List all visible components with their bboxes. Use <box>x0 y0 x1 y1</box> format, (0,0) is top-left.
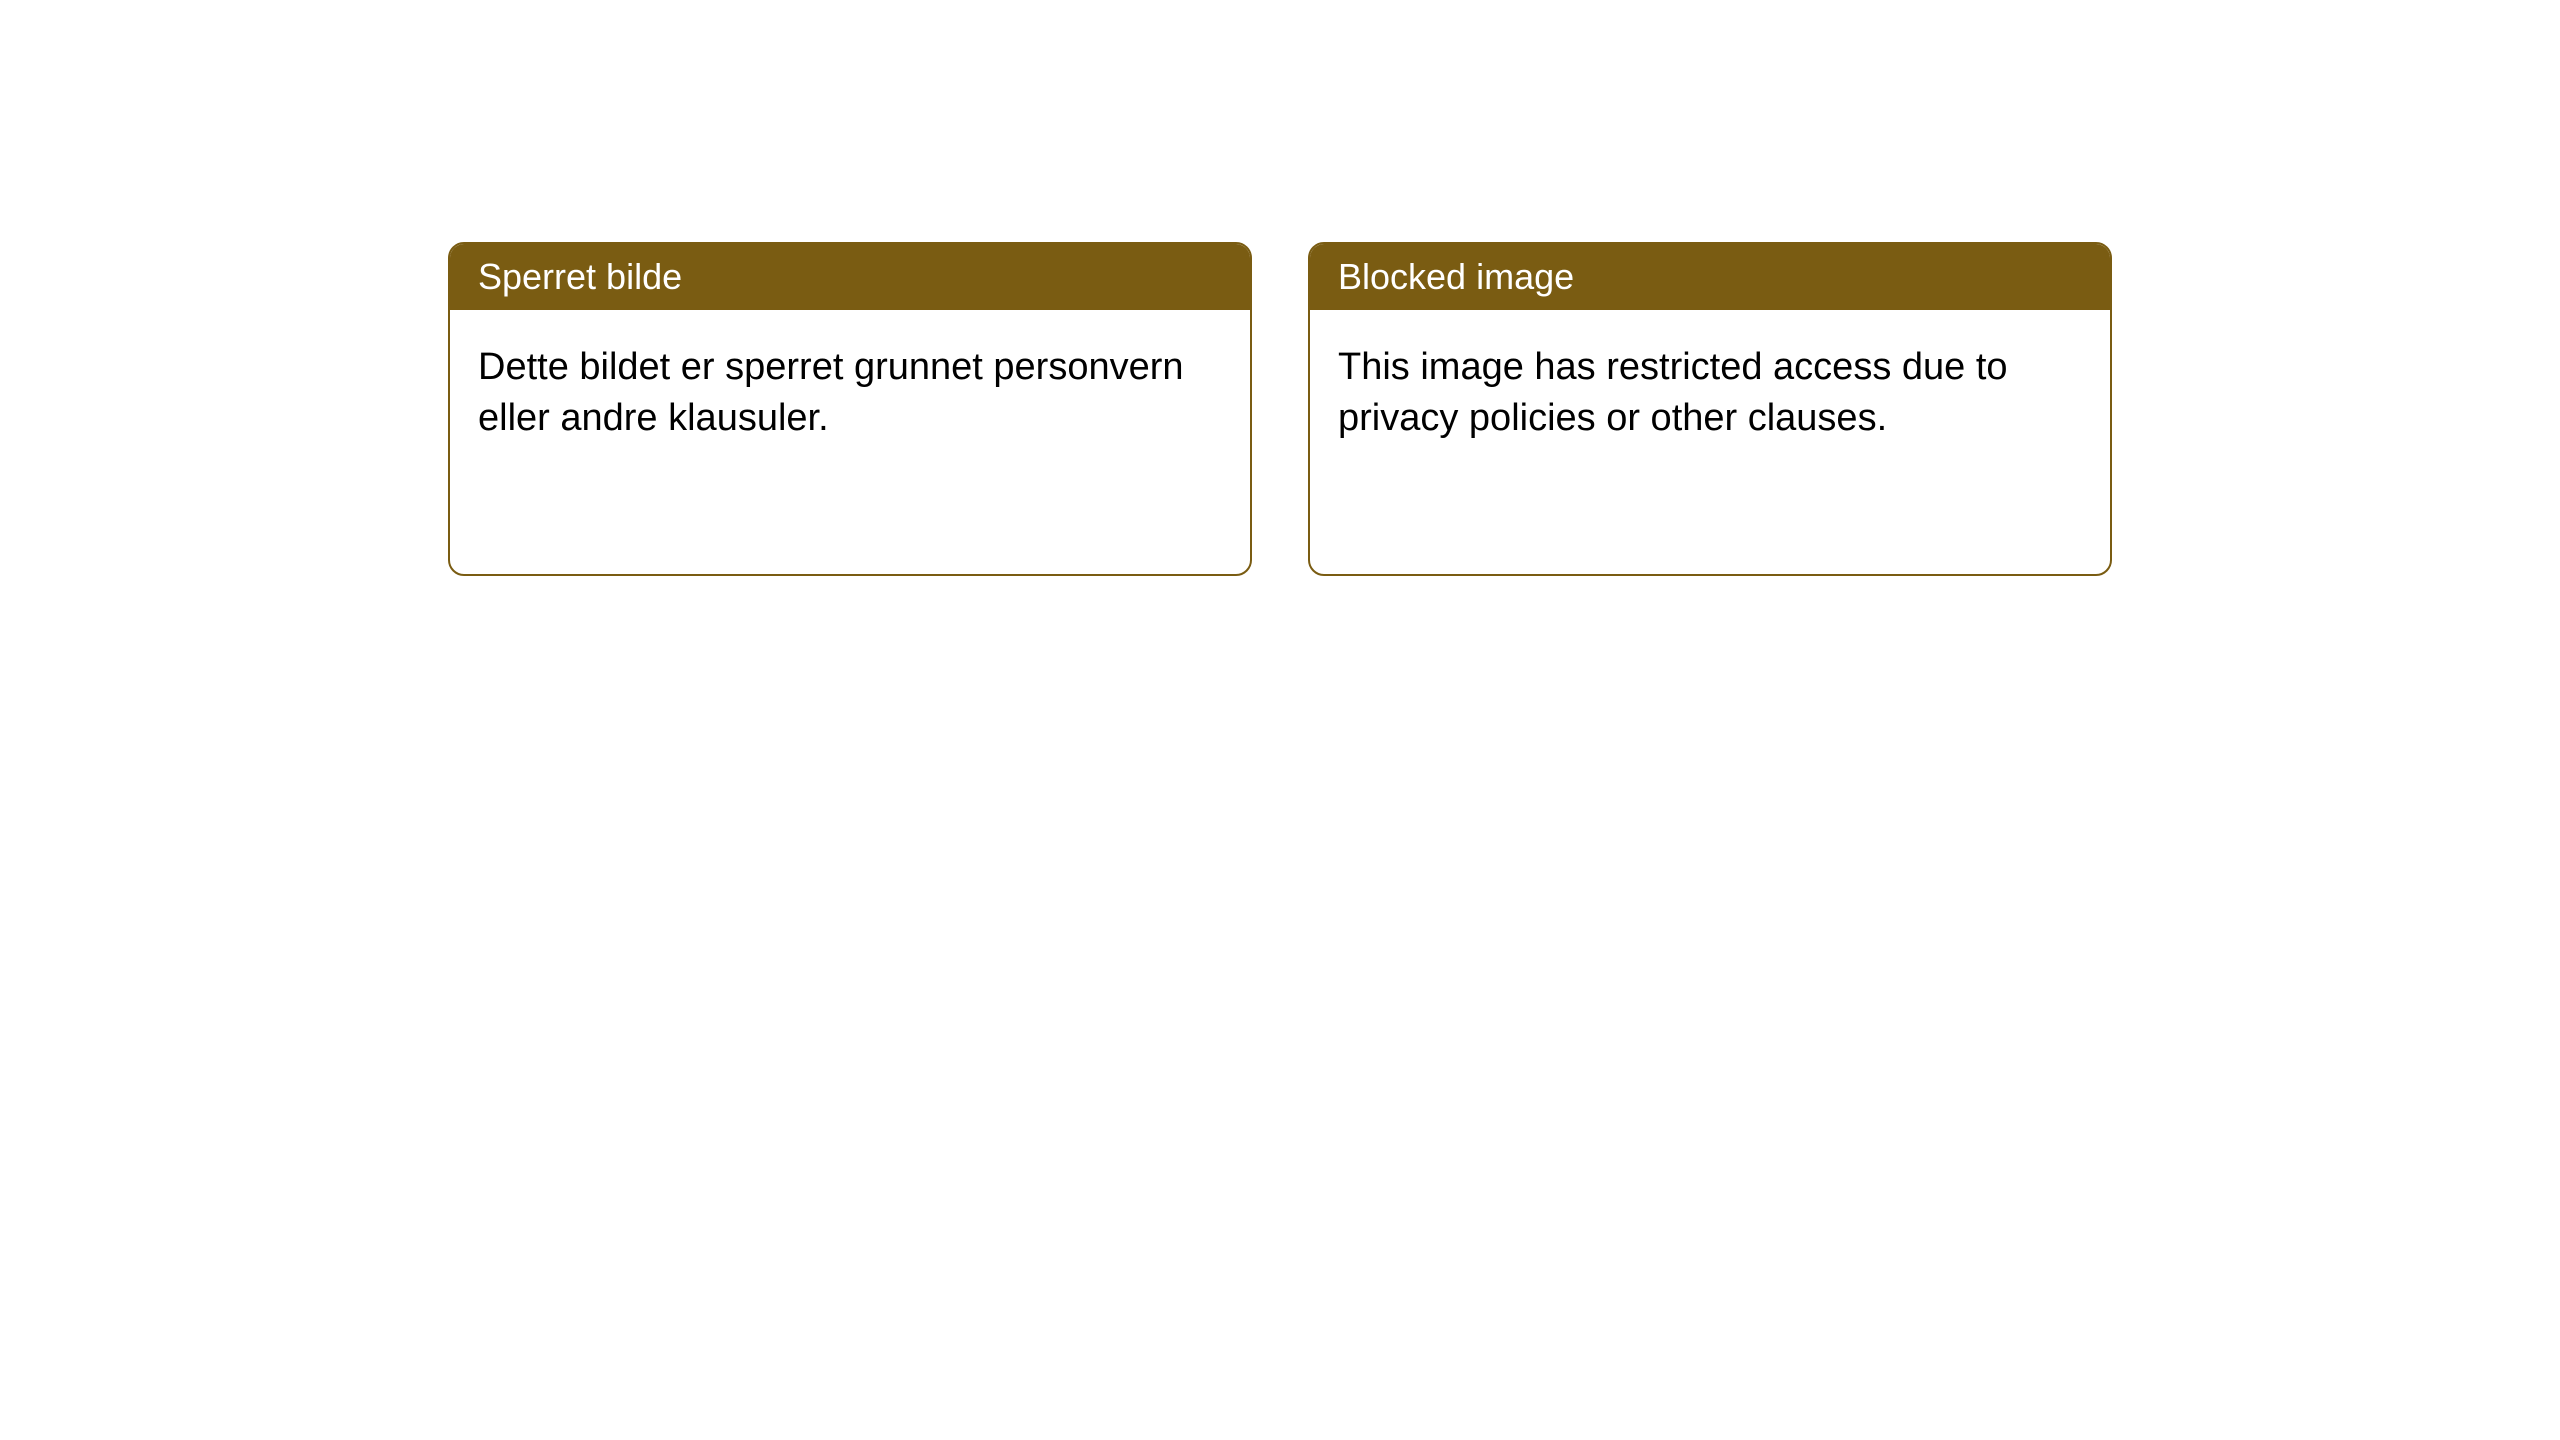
notice-title: Sperret bilde <box>478 256 682 297</box>
notice-header: Sperret bilde <box>450 244 1250 310</box>
notice-title: Blocked image <box>1338 256 1574 297</box>
notice-body: This image has restricted access due to … <box>1310 310 2110 477</box>
notice-card-norwegian: Sperret bilde Dette bildet er sperret gr… <box>448 242 1252 576</box>
notice-message: This image has restricted access due to … <box>1338 346 2008 439</box>
notice-message: Dette bildet er sperret grunnet personve… <box>478 346 1184 439</box>
notice-card-english: Blocked image This image has restricted … <box>1308 242 2112 576</box>
notice-container: Sperret bilde Dette bildet er sperret gr… <box>0 0 2560 576</box>
notice-header: Blocked image <box>1310 244 2110 310</box>
notice-body: Dette bildet er sperret grunnet personve… <box>450 310 1250 477</box>
